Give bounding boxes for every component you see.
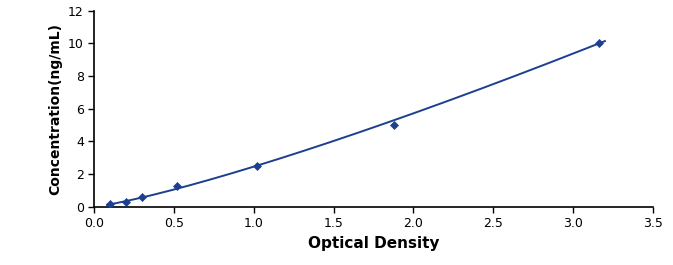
Y-axis label: Concentration(ng/mL): Concentration(ng/mL) <box>48 23 63 195</box>
X-axis label: Optical Density: Optical Density <box>308 236 439 251</box>
